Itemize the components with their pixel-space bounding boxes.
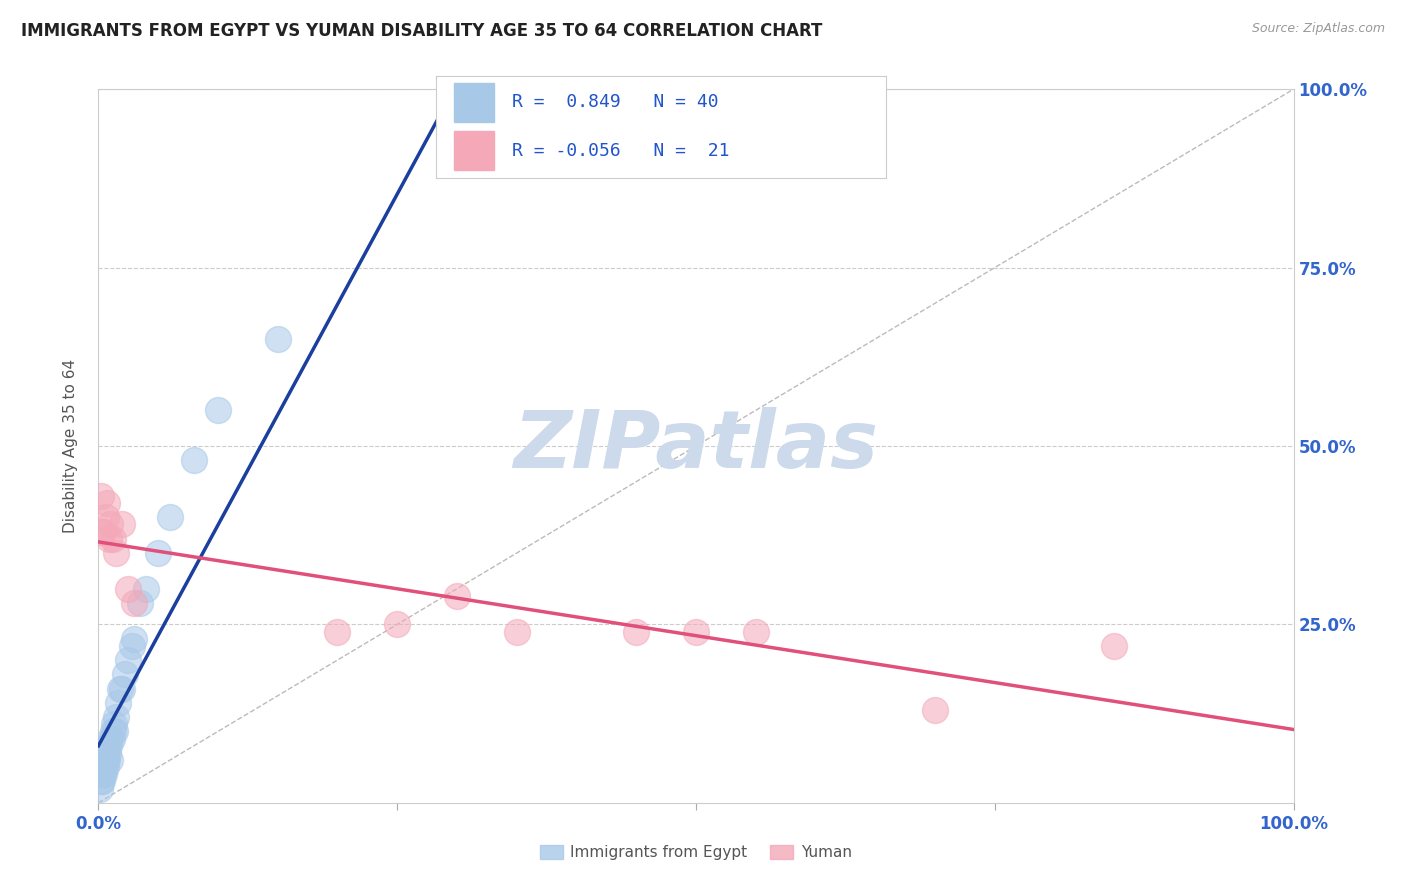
Point <box>94 746 117 760</box>
Point <box>94 753 117 767</box>
Legend: Immigrants from Egypt, Yuman: Immigrants from Egypt, Yuman <box>534 839 858 866</box>
Point <box>117 653 139 667</box>
Point <box>93 767 115 781</box>
Point <box>745 624 768 639</box>
Point <box>90 767 112 781</box>
Point <box>1102 639 1125 653</box>
Point <box>924 703 946 717</box>
Point <box>105 710 128 724</box>
Point <box>108 681 131 696</box>
Text: IMMIGRANTS FROM EGYPT VS YUMAN DISABILITY AGE 35 TO 64 CORRELATION CHART: IMMIGRANTS FROM EGYPT VS YUMAN DISABILIT… <box>21 22 823 40</box>
Point <box>90 774 112 789</box>
Point <box>506 624 529 639</box>
Y-axis label: Disability Age 35 to 64: Disability Age 35 to 64 <box>63 359 77 533</box>
Point <box>107 696 129 710</box>
Point <box>91 760 114 774</box>
Point <box>93 760 115 774</box>
Point <box>207 403 229 417</box>
Point <box>91 753 114 767</box>
Point <box>98 731 122 746</box>
Point <box>91 524 114 539</box>
Point <box>104 724 127 739</box>
Point <box>98 753 122 767</box>
Point <box>121 639 143 653</box>
Point <box>101 532 124 546</box>
Point <box>626 624 648 639</box>
Point <box>93 746 115 760</box>
Text: Source: ZipAtlas.com: Source: ZipAtlas.com <box>1251 22 1385 36</box>
Point <box>124 632 146 646</box>
Text: R =  0.849   N = 40: R = 0.849 N = 40 <box>512 94 718 112</box>
Bar <box>454 131 495 170</box>
Point <box>91 524 114 539</box>
Point <box>326 624 349 639</box>
Point <box>91 767 114 781</box>
Point <box>124 596 146 610</box>
Point <box>135 582 157 596</box>
Point <box>91 774 114 789</box>
Point <box>129 596 152 610</box>
Bar <box>454 83 495 122</box>
Point <box>96 739 118 753</box>
Point <box>105 546 128 560</box>
Point <box>91 753 114 767</box>
Point <box>159 510 181 524</box>
Text: R = -0.056   N =  21: R = -0.056 N = 21 <box>512 142 730 160</box>
Point <box>267 332 290 346</box>
Point <box>114 667 136 681</box>
Point <box>100 731 122 746</box>
Point <box>103 717 125 731</box>
Point <box>98 532 121 546</box>
Text: ZIPatlas: ZIPatlas <box>513 407 879 485</box>
Point <box>481 153 505 168</box>
Point <box>98 517 122 532</box>
Point <box>148 546 170 560</box>
Point <box>96 753 118 767</box>
Point <box>94 760 117 774</box>
Point <box>89 781 111 796</box>
Point <box>117 582 139 596</box>
Point <box>183 453 205 467</box>
Point <box>101 724 124 739</box>
Point <box>385 617 409 632</box>
Point <box>446 589 468 603</box>
Point <box>94 510 117 524</box>
Point <box>90 489 112 503</box>
Point <box>111 681 134 696</box>
Point <box>685 624 707 639</box>
Point <box>97 746 120 760</box>
Point <box>96 496 118 510</box>
Point <box>98 739 121 753</box>
Point <box>111 517 134 532</box>
